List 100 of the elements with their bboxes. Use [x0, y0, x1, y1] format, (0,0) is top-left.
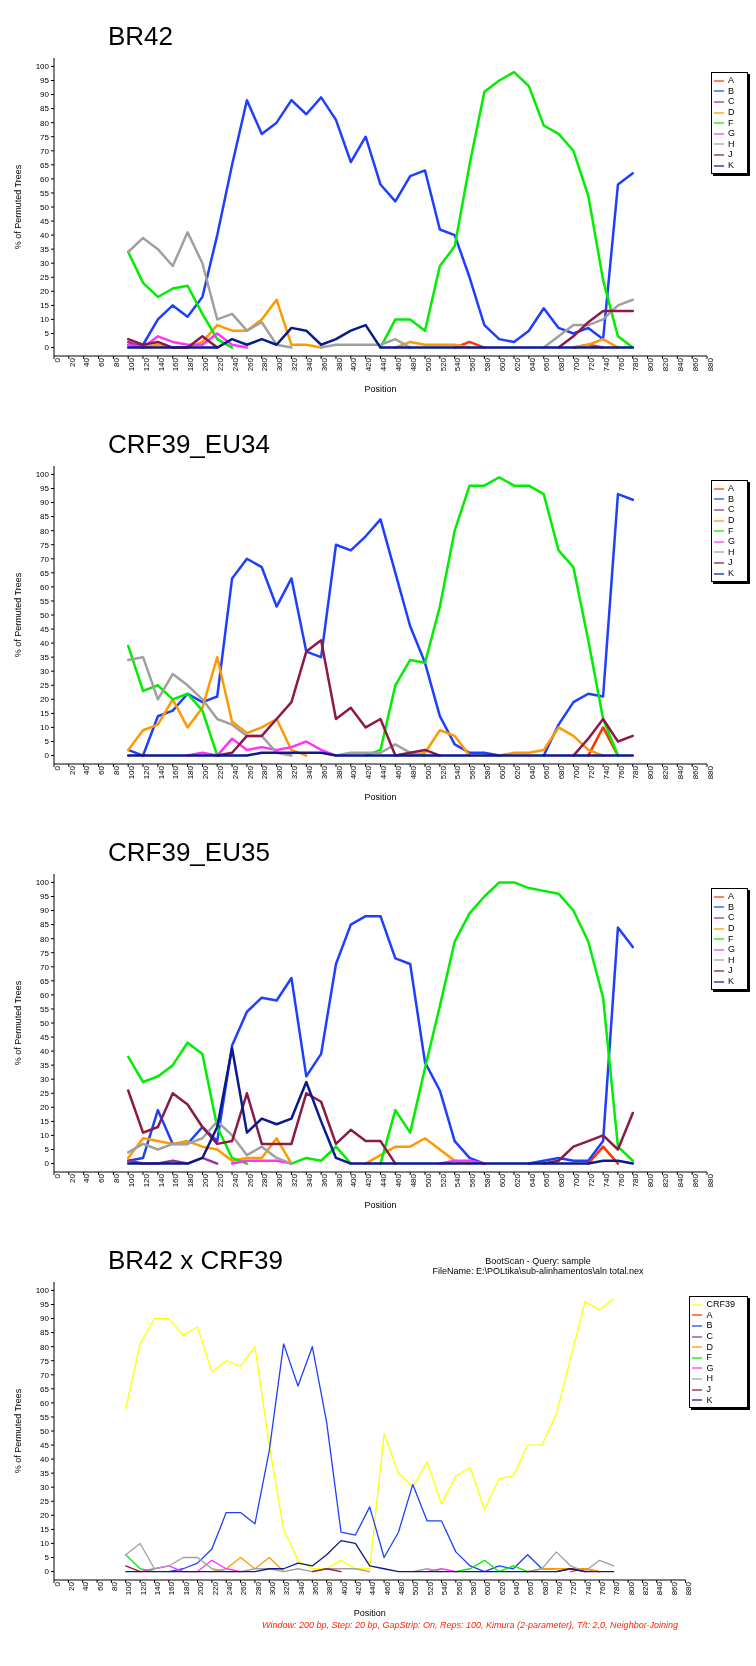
y-tick-label: 60: [40, 174, 50, 184]
x-tick-label: 380: [334, 1173, 344, 1188]
x-tick-label: 0: [52, 765, 62, 771]
x-tick-label: 880: [705, 1173, 715, 1188]
x-tick-label: 480: [408, 1173, 418, 1188]
legend-label: K: [727, 160, 734, 170]
legend-label: H: [727, 546, 735, 557]
x-tick-label: 40: [82, 1173, 92, 1183]
y-tick-label: 95: [40, 892, 50, 902]
x-tick-label: 300: [275, 357, 285, 372]
y-tick-label: 20: [40, 287, 50, 297]
x-tick-label: 160: [171, 1173, 181, 1188]
legend-label: B: [727, 85, 734, 96]
y-tick-label: 30: [40, 259, 50, 269]
x-tick-label: 840: [675, 357, 685, 372]
legend-label: C: [727, 96, 735, 107]
x-tick-label: 500: [423, 357, 433, 372]
x-tick-label: 420: [364, 1173, 374, 1188]
text: Window: 200 bp, Step: 20 bp, GapStrip: On, Reps: 100, Kimura (2-parameter), T/t: 2,0, Neighbor-Joining: [261, 1620, 679, 1630]
x-tick-label: 820: [641, 1581, 651, 1596]
x-tick-label: 340: [304, 1173, 314, 1188]
x-tick-label: 640: [527, 357, 537, 372]
x-tick-label: 240: [230, 765, 240, 780]
x-tick-label: 580: [483, 765, 493, 780]
x-tick-label: 440: [379, 765, 389, 780]
y-tick-label: 5: [44, 737, 50, 747]
x-tick-label: 220: [215, 357, 225, 372]
x-tick-label: 480: [397, 1581, 407, 1596]
y-axis-title: % of Permuted Trees: [13, 1388, 24, 1474]
legend-label: D: [727, 922, 735, 933]
x-tick-label: 220: [215, 765, 225, 780]
legend-label: F: [727, 525, 734, 536]
y-tick-label: 0: [44, 343, 50, 353]
x-tick-label: 540: [453, 357, 463, 372]
x-tick-label: 500: [411, 1581, 421, 1596]
x-tick-label: 400: [349, 357, 359, 372]
x-tick-label: 620: [512, 1173, 522, 1188]
x-tick-label: 760: [616, 357, 626, 372]
x-tick-label: 760: [598, 1581, 608, 1596]
x-tick-label: 820: [661, 357, 671, 372]
y-tick-label: 90: [40, 1314, 50, 1324]
x-tick-label: 660: [542, 1173, 552, 1188]
x-tick-label: 20: [67, 765, 77, 775]
y-tick-label: 0: [44, 751, 50, 761]
legend-label: G: [706, 1362, 714, 1373]
y-tick-label: 65: [40, 160, 50, 170]
x-tick-label: 740: [601, 765, 611, 780]
x-axis-title: Position: [364, 792, 397, 802]
x-tick-label: 340: [304, 357, 314, 372]
x-tick-label: 120: [141, 1173, 151, 1188]
x-tick-label: 320: [282, 1581, 292, 1596]
legend-label: K: [727, 976, 734, 986]
x-tick-label: 660: [542, 765, 552, 780]
x-tick-label: 60: [97, 357, 107, 367]
y-tick-label: 50: [40, 1426, 50, 1436]
y-axis-title: % of Permuted Trees: [13, 980, 24, 1066]
legend-label: F: [706, 1352, 712, 1363]
x-tick-label: 760: [616, 1173, 626, 1188]
chart-title: BR42: [107, 21, 175, 52]
x-tick-label: 20: [67, 1173, 77, 1183]
y-tick-label: 85: [40, 104, 50, 114]
x-tick-label: 640: [527, 1173, 537, 1188]
y-tick-label: 80: [40, 1342, 50, 1352]
x-tick-label: 180: [186, 357, 196, 372]
legend-label: H: [727, 954, 735, 965]
y-tick-label: 70: [40, 1370, 50, 1380]
y-tick-label: 80: [40, 118, 50, 128]
x-tick-label: 400: [349, 1173, 359, 1188]
y-tick-label: 35: [40, 653, 50, 663]
legend-label: C: [727, 912, 735, 923]
y-tick-label: 10: [40, 1131, 50, 1141]
x-tick-label: 180: [181, 1581, 191, 1596]
y-tick-label: 25: [40, 273, 50, 283]
x-tick-label: 780: [631, 765, 641, 780]
x-tick-label: 120: [138, 1581, 148, 1596]
x-tick-label: 880: [684, 1581, 694, 1596]
x-tick-label: 480: [408, 765, 418, 780]
x-tick-label: 420: [364, 765, 374, 780]
x-tick-label: 160: [167, 1581, 177, 1596]
y-tick-label: 30: [40, 667, 50, 677]
x-tick-label: 200: [196, 1581, 206, 1596]
x-tick-label: 740: [583, 1581, 593, 1596]
x-tick-label: 160: [171, 357, 181, 372]
x-tick-label: 420: [364, 357, 374, 372]
x-tick-label: 680: [540, 1581, 550, 1596]
x-tick-label: 560: [468, 357, 478, 372]
x-tick-label: 100: [126, 765, 136, 780]
y-tick-label: 80: [40, 934, 50, 944]
y-tick-label: 20: [40, 695, 50, 705]
y-tick-label: 70: [40, 146, 50, 156]
legend-label: J: [706, 1384, 711, 1394]
x-tick-label: 140: [156, 1173, 166, 1188]
x-tick-label: 560: [468, 765, 478, 780]
legend-label: B: [706, 1320, 713, 1331]
x-tick-label: 120: [141, 357, 151, 372]
y-tick-label: 40: [40, 230, 50, 240]
x-tick-label: 460: [382, 1581, 392, 1596]
x-tick-label: 60: [97, 1173, 107, 1183]
x-tick-label: 700: [555, 1581, 564, 1596]
x-tick-label: 180: [186, 1173, 196, 1188]
